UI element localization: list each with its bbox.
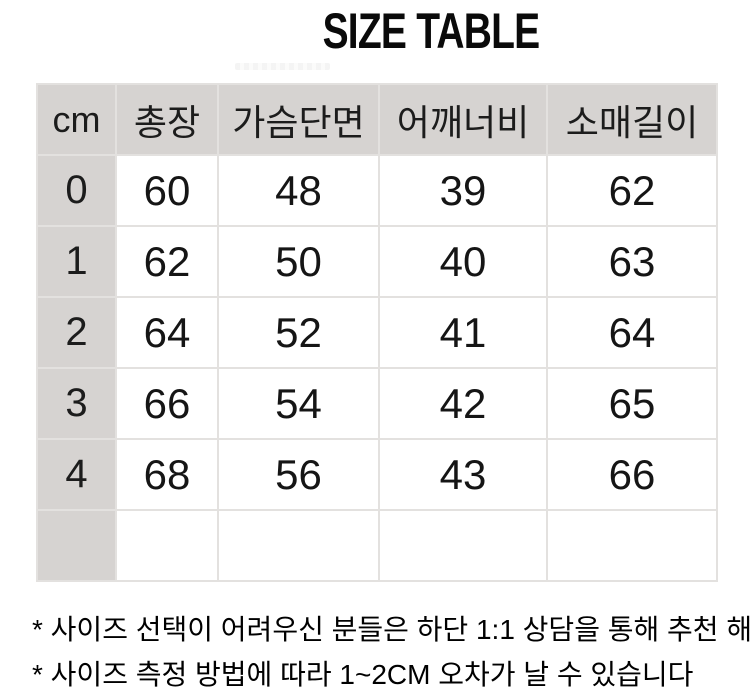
value-cell: 54 [217, 367, 380, 440]
value-cell: 63 [546, 225, 718, 298]
value-cell: 39 [378, 154, 548, 227]
measurement-tolerance-note: * 사이즈 측정 방법에 따라 1~2CM 오차가 날 수 있습니다 [32, 659, 694, 690]
table-row: 3 66 54 42 65 [36, 367, 718, 440]
value-cell: 64 [546, 296, 718, 369]
size-label: 1 [36, 225, 117, 298]
table-header-row: cm 총장 가슴단면 어깨너비 소매길이 [36, 83, 718, 156]
value-cell: 60 [115, 154, 219, 227]
table-row: 4 68 56 43 66 [36, 438, 718, 511]
value-cell: 68 [115, 438, 219, 511]
table-row-empty [36, 509, 718, 582]
header-cell-unit: cm [36, 83, 117, 156]
page-title-row: SIZE TABLE [0, 2, 750, 60]
table-row: 2 64 52 41 64 [36, 296, 718, 369]
header-cell-chest: 가슴단면 [217, 83, 380, 156]
size-label: 0 [36, 154, 117, 227]
size-label: 3 [36, 367, 117, 440]
value-cell: 66 [115, 367, 219, 440]
header-cell-sleeve: 소매길이 [546, 83, 718, 156]
table-row: 0 60 48 39 62 [36, 154, 718, 227]
header-cell-shoulder: 어깨너비 [378, 83, 548, 156]
value-cell [378, 509, 548, 582]
size-label: 2 [36, 296, 117, 369]
value-cell: 40 [378, 225, 548, 298]
size-recommendation-note: * 사이즈 선택이 어려우신 분들은 하단 1:1 상담을 통해 추천 해드립니… [32, 614, 750, 645]
value-cell: 66 [546, 438, 718, 511]
size-label: 4 [36, 438, 117, 511]
value-cell [115, 509, 219, 582]
value-cell: 62 [546, 154, 718, 227]
value-cell: 50 [217, 225, 380, 298]
value-cell: 42 [378, 367, 548, 440]
value-cell: 56 [217, 438, 380, 511]
value-cell: 62 [115, 225, 219, 298]
value-cell [546, 509, 718, 582]
value-cell [217, 509, 380, 582]
table-row: 1 62 50 40 63 [36, 225, 718, 298]
size-label [36, 509, 117, 582]
size-table: cm 총장 가슴단면 어깨너비 소매길이 0 60 48 39 62 1 62 … [36, 83, 718, 582]
value-cell: 65 [546, 367, 718, 440]
value-cell: 48 [217, 154, 380, 227]
value-cell: 43 [378, 438, 548, 511]
page-title: SIZE TABLE [322, 3, 541, 59]
value-cell: 41 [378, 296, 548, 369]
value-cell: 64 [115, 296, 219, 369]
header-cell-total-length: 총장 [115, 83, 219, 156]
faint-watermark-smudge [235, 63, 330, 70]
value-cell: 52 [217, 296, 380, 369]
